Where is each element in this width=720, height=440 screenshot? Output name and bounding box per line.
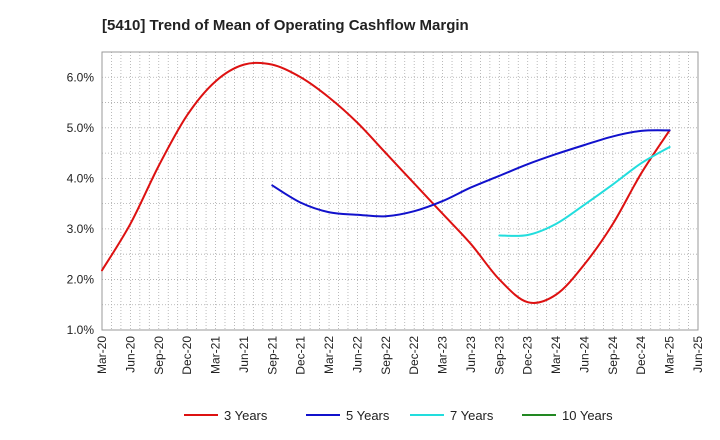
x-tick-label: Jun-20: [123, 336, 137, 373]
x-tick-label: Mar-25: [663, 336, 677, 374]
x-tick-label: Jun-23: [464, 336, 478, 373]
x-axis: Mar-20 Jun-20 Sep-20 Dec-20 Mar-21 Jun-21 Sep-…: [95, 336, 705, 375]
y-tick-label: 4.0%: [67, 171, 95, 185]
y-axis: 1.0% 2.0% 3.0% 4.0% 5.0% 6.0%: [67, 70, 95, 337]
series-line-3-years: [101, 61, 671, 304]
x-tick-label: Jun-21: [237, 336, 251, 373]
series-line-7-years: [498, 146, 671, 237]
series-lines: [101, 61, 671, 304]
y-tick-label: 1.0%: [67, 323, 95, 337]
y-tick-label: 6.0%: [67, 70, 95, 84]
legend-label: 3 Years: [224, 408, 268, 423]
x-tick-label: Jun-24: [577, 336, 591, 373]
series-line-5-years: [271, 129, 671, 218]
x-tick-label: Mar-23: [436, 336, 450, 374]
x-tick-label: Sep-22: [379, 336, 393, 375]
x-tick-label: Jun-25: [691, 336, 705, 373]
x-tick-label: Sep-20: [152, 336, 166, 375]
x-tick-label: Mar-24: [549, 336, 563, 374]
x-tick-label: Dec-23: [521, 336, 535, 375]
y-tick-label: 2.0%: [67, 272, 95, 286]
x-tick-label: Sep-21: [265, 336, 279, 375]
legend-label: 10 Years: [562, 408, 613, 423]
legend: 3 Years 5 Years 7 Years 10 Years: [184, 408, 613, 423]
x-tick-label: Sep-23: [492, 336, 506, 375]
legend-label: 7 Years: [450, 408, 494, 423]
x-tick-label: Dec-24: [634, 336, 648, 375]
x-tick-label: Sep-24: [606, 336, 620, 375]
chart-title: [5410] Trend of Mean of Operating Cashfl…: [102, 17, 469, 34]
legend-label: 5 Years: [346, 408, 390, 423]
x-tick-label: Mar-22: [322, 336, 336, 374]
y-tick-label: 5.0%: [67, 121, 95, 135]
x-tick-label: Jun-22: [350, 336, 364, 373]
x-tick-label: Mar-20: [95, 336, 109, 374]
plot-area: [101, 51, 699, 331]
y-tick-label: 3.0%: [67, 222, 95, 236]
x-tick-label: Dec-20: [180, 336, 194, 375]
x-tick-label: Mar-21: [209, 336, 223, 374]
x-tick-label: Dec-21: [294, 336, 308, 375]
grid: [101, 51, 699, 331]
x-tick-label: Dec-22: [407, 336, 421, 375]
